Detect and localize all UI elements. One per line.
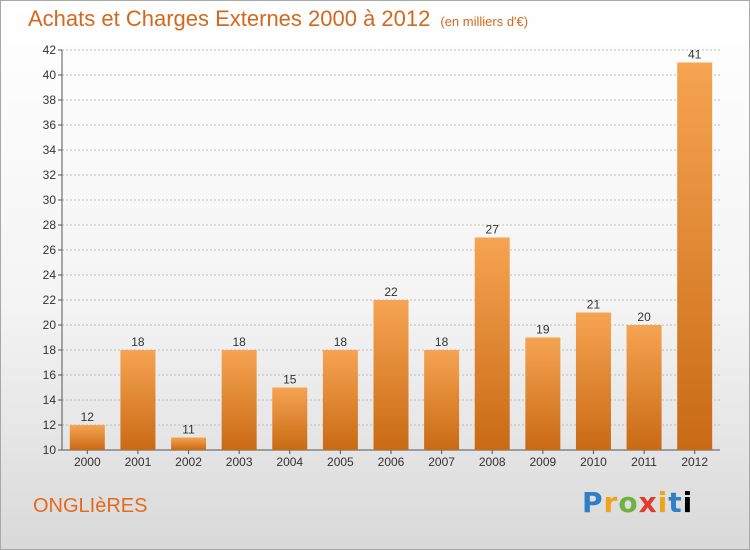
y-tick-label: 18 xyxy=(43,343,57,357)
x-tick-label: 2009 xyxy=(529,455,556,469)
bar-value-label: 18 xyxy=(334,335,348,349)
bar xyxy=(525,337,561,450)
x-tick-label: 2006 xyxy=(378,455,405,469)
bar xyxy=(69,425,105,450)
x-tick-label: 2004 xyxy=(276,455,303,469)
x-tick-label: 2000 xyxy=(74,455,101,469)
y-tick-label: 28 xyxy=(43,218,57,232)
x-tick-label: 2011 xyxy=(631,455,657,469)
bar-value-label: 11 xyxy=(182,423,195,437)
proxiti-logo: Proxiti xyxy=(582,486,694,519)
chart-title: Achats et Charges Externes 2000 à 2012 (e… xyxy=(28,6,528,32)
y-tick-label: 26 xyxy=(43,243,57,257)
bar xyxy=(171,437,207,450)
bar xyxy=(272,387,308,450)
bar xyxy=(575,312,611,450)
y-tick-label: 30 xyxy=(43,193,57,207)
bar-value-label: 20 xyxy=(637,310,651,324)
x-tick-label: 2012 xyxy=(681,455,708,469)
y-tick-label: 38 xyxy=(43,93,57,107)
y-tick-label: 40 xyxy=(43,68,57,82)
y-tick-label: 32 xyxy=(43,168,57,182)
bar xyxy=(626,325,662,450)
bar xyxy=(677,62,713,450)
x-tick-label: 2001 xyxy=(125,455,152,469)
bar xyxy=(120,350,156,450)
labels: 10 12 14 16 18 20 22 24 26 28 30 32 34 36 38 40 42 12 2000… xyxy=(43,43,709,469)
y-tick-label: 12 xyxy=(43,418,57,432)
bar xyxy=(373,300,409,450)
y-tick-label: 10 xyxy=(43,443,57,457)
y-tick-label: 16 xyxy=(43,368,57,382)
x-tick-label: 2002 xyxy=(175,455,202,469)
x-tick-label: 2005 xyxy=(327,455,354,469)
chart-title-text: Achats et Charges Externes 2000 à 2012 xyxy=(28,6,431,31)
bar xyxy=(424,350,460,450)
bar-value-label: 19 xyxy=(536,323,550,337)
chart-subtitle: (en milliers d'€) xyxy=(440,14,529,29)
x-tick-label: 2010 xyxy=(580,455,607,469)
x-tick-label: 2003 xyxy=(226,455,253,469)
y-tick-label: 24 xyxy=(43,268,57,282)
bar-value-label: 21 xyxy=(587,298,601,312)
bar-value-label: 18 xyxy=(131,335,145,349)
town-name: ONGLIèRES xyxy=(33,495,148,517)
y-tick-label: 14 xyxy=(43,393,57,407)
bar xyxy=(474,237,510,450)
y-tick-label: 34 xyxy=(43,143,57,157)
y-tick-label: 22 xyxy=(43,293,57,307)
bar xyxy=(322,350,358,450)
bar-value-label: 27 xyxy=(486,223,500,237)
bar-value-label: 22 xyxy=(384,285,398,299)
bar-value-label: 18 xyxy=(232,335,246,349)
y-tick-label: 20 xyxy=(43,318,57,332)
bar-value-label: 12 xyxy=(81,410,95,424)
bar xyxy=(221,350,257,450)
bar-value-label: 41 xyxy=(688,48,702,62)
bar-value-label: 18 xyxy=(435,335,449,349)
x-tick-label: 2008 xyxy=(479,455,506,469)
x-tick-label: 2007 xyxy=(428,455,455,469)
bars xyxy=(69,62,713,450)
y-tick-label: 42 xyxy=(43,43,57,57)
bar-value-label: 15 xyxy=(283,373,297,387)
y-tick-label: 36 xyxy=(43,118,57,132)
